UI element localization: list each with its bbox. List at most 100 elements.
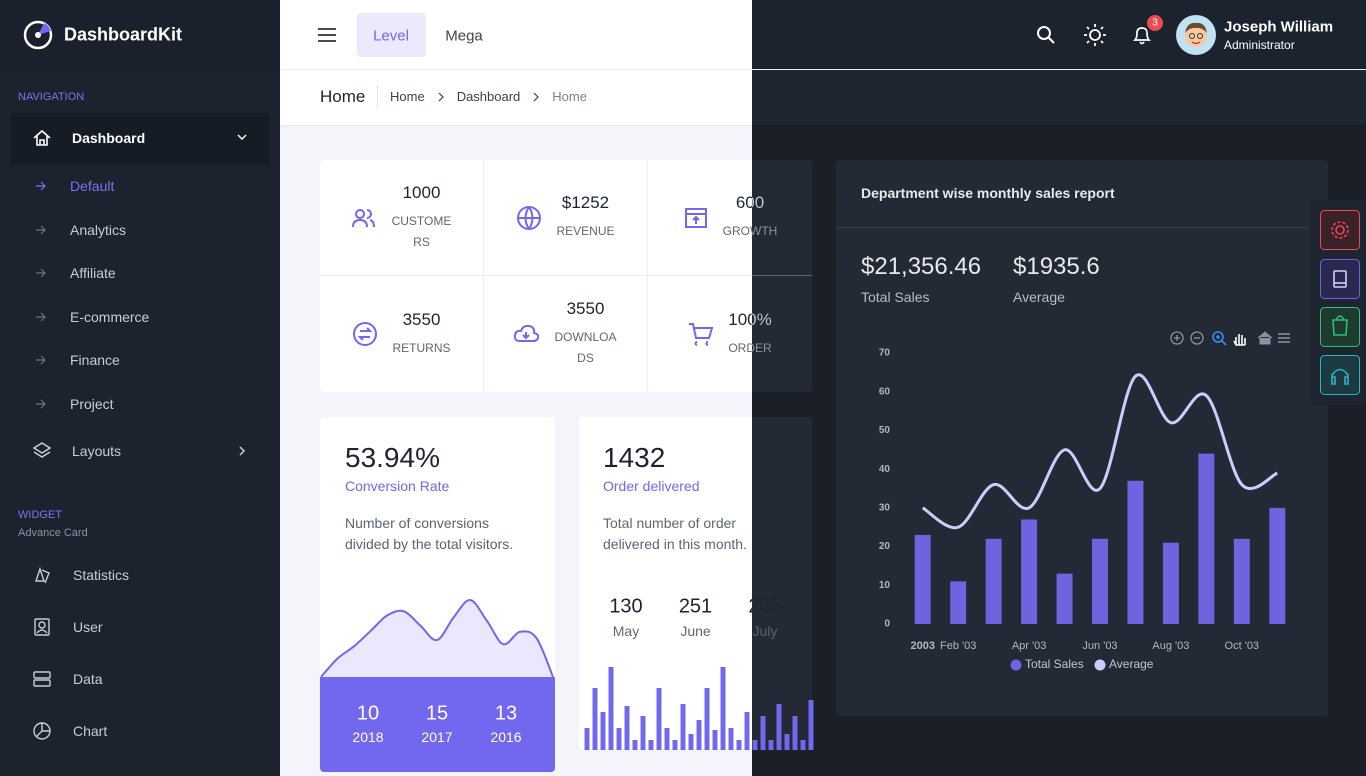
nav-subitem[interactable]: Project (70, 395, 114, 412)
order-stat-value: 130 (609, 595, 643, 618)
orders-card (579, 417, 812, 750)
divider (377, 85, 378, 109)
card-footer (320, 677, 555, 772)
nav-subitem[interactable]: Analytics (70, 221, 127, 238)
arrow (36, 312, 46, 321)
order-stat-value: 235 (748, 595, 782, 618)
nav-item[interactable]: Dashboard (72, 130, 146, 146)
icon-chevron-right (239, 446, 246, 456)
stat-text: $1252 REVENUE (556, 193, 614, 242)
chevron (438, 92, 444, 101)
icon-theme[interactable] (1083, 23, 1107, 47)
nav-item[interactable]: Layouts (72, 443, 122, 459)
breadcrumb-item: Home (552, 89, 587, 104)
breadcrumb-item[interactable]: Dashboard (456, 89, 521, 104)
icon (684, 207, 707, 228)
nav-active-box[interactable] (10, 113, 270, 165)
icon-chevron (533, 92, 540, 101)
footer-value: 13 (494, 702, 518, 725)
icon-data (33, 671, 51, 687)
breadcrumb-bar (280, 70, 1366, 125)
stat-tile: 3550 RETURNS (320, 276, 484, 392)
nav-item[interactable]: Statistics (73, 567, 130, 583)
icon-arrow (36, 268, 46, 278)
badge (1147, 15, 1163, 31)
stat-text: 1000 CUSTOMERS (389, 183, 455, 253)
icon (351, 208, 375, 227)
stat-text: 3550 RETURNS (392, 310, 450, 359)
stat-tile: 3550 DOWNLOADS (484, 276, 648, 392)
stat-label: GROWTH (723, 221, 778, 242)
icon-user (34, 618, 50, 636)
stat-tile: 600 GROWTH (648, 160, 812, 276)
stat-icon (684, 207, 707, 228)
stat-label: ORDER (728, 338, 771, 359)
arrow (36, 268, 46, 278)
stat-label: CUSTOMERS (389, 211, 455, 253)
menu-active-bg (357, 13, 426, 57)
stat-tile: $1252 REVENUE (484, 160, 648, 276)
kpi-value: 1432 (603, 442, 666, 473)
stat-icon (689, 323, 714, 346)
kpi-value: 53.94% (345, 442, 440, 473)
nav-item[interactable]: User (73, 619, 103, 635)
arrow (36, 355, 46, 365)
icon-search[interactable] (1036, 25, 1056, 45)
brand: DashboardKit (64, 24, 183, 45)
footer-value: 10 (356, 702, 380, 725)
order-stat-label: May (612, 623, 640, 639)
sales-card (836, 160, 1328, 716)
stat-value: 1000 (402, 182, 441, 202)
arrow (36, 399, 46, 408)
icon-statistics (35, 566, 50, 584)
stat-value: 600 (735, 193, 765, 212)
stat-text: 3550 DOWNLOADS (553, 299, 619, 369)
stat-icon (351, 208, 375, 227)
stat-icon (513, 324, 539, 342)
kpi-text: Number of conversions divided by the tot… (345, 515, 514, 552)
footer-label: 2016 (490, 729, 522, 745)
stat-text: 100% ORDER (728, 310, 771, 359)
chevron (533, 92, 540, 101)
order-stat-value: 251 (678, 595, 713, 618)
stats-card: 1000 CUSTOMERS $1252 REVENUE 600 GROWTH 3550 RE… (320, 160, 812, 392)
nav-item[interactable]: Data (73, 671, 103, 687)
icon-bell[interactable] (1131, 24, 1153, 46)
icon (689, 323, 714, 346)
icon-arrow (36, 399, 46, 408)
stat-icon (353, 322, 378, 347)
icon (353, 322, 378, 347)
stat-tile: 1000 CUSTOMERS (320, 160, 484, 276)
nav-subitem[interactable]: E-commerce (70, 308, 150, 325)
icon-arrow (36, 225, 46, 234)
stat-icon (517, 205, 542, 230)
nav-item[interactable]: Chart (73, 723, 108, 739)
nav-subitem[interactable]: Finance (70, 352, 120, 368)
stat-value: 3550 (402, 309, 441, 329)
nav-subitem[interactable]: Default (70, 178, 115, 194)
conversion-card (320, 417, 555, 772)
menu-item[interactable]: Level (373, 27, 409, 45)
chart-toolbar[interactable] (1168, 329, 1290, 347)
kpi-title: Order delivered (603, 478, 700, 494)
user-name: Joseph William (1224, 18, 1334, 36)
nav-subitem[interactable]: Affiliate (70, 265, 116, 281)
breadcrumb-item[interactable]: Home (390, 89, 425, 104)
page-title: Home (320, 87, 366, 106)
icon (513, 324, 539, 342)
brand-bar (0, 0, 280, 70)
menu-item[interactable]: Mega (445, 27, 483, 45)
tool-buttons[interactable] (1320, 210, 1360, 395)
card-title: Department wise monthly sales report (861, 185, 1115, 201)
arrow (36, 225, 46, 234)
avatar[interactable] (1176, 15, 1216, 55)
icon-chart (33, 722, 51, 740)
section-subtitle: Advance Card (18, 527, 88, 539)
section-title: WIDGET (18, 509, 62, 521)
order-stat-label: July (752, 623, 778, 639)
icon-chevron (438, 92, 444, 101)
kpi-title: Conversion Rate (345, 478, 450, 494)
stat-text: 600 GROWTH (723, 193, 778, 242)
icon-menu[interactable] (317, 27, 337, 43)
stat-label: REVENUE (556, 221, 614, 242)
